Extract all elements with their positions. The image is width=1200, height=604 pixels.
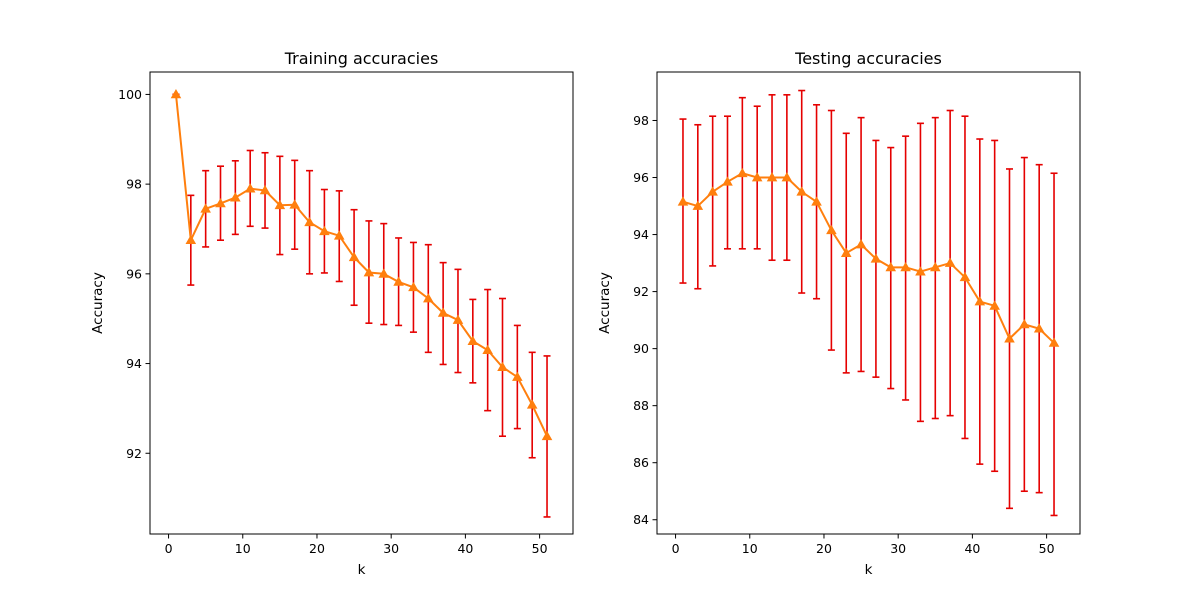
chart-title: Training accuracies (284, 49, 439, 68)
y-tick-label: 98 (633, 113, 649, 128)
data-point (826, 224, 837, 235)
y-tick-label: 98 (126, 177, 142, 192)
data-point (870, 253, 882, 263)
y-tick-label: 92 (633, 284, 649, 299)
y-axis-label: Accuracy (90, 272, 106, 334)
data-point (437, 307, 449, 317)
data-point (512, 371, 523, 381)
data-point (959, 271, 971, 282)
data-point (526, 399, 538, 409)
data-point (497, 361, 508, 371)
data-point (333, 230, 345, 240)
x-tick-label: 0 (165, 541, 173, 556)
y-tick-label: 96 (126, 266, 142, 281)
x-axis-label: k (865, 562, 873, 578)
data-point (467, 335, 479, 345)
data-point (378, 268, 390, 278)
data-point (766, 172, 778, 182)
data-point (989, 300, 1000, 310)
data-point (677, 196, 689, 206)
y-tick-label: 84 (633, 512, 649, 527)
x-tick-label: 50 (532, 541, 548, 556)
x-tick-label: 30 (383, 541, 399, 556)
data-point (796, 186, 808, 196)
y-tick-label: 88 (633, 398, 649, 413)
data-point (781, 172, 793, 182)
data-point (422, 293, 434, 303)
data-point (840, 247, 852, 257)
data-point (274, 199, 286, 210)
data-point (289, 199, 301, 209)
data-point (707, 186, 718, 196)
data-point (200, 203, 211, 213)
data-point (855, 239, 867, 249)
data-point (259, 185, 271, 195)
y-tick-label: 90 (633, 341, 649, 356)
data-point (244, 183, 256, 193)
x-tick-label: 10 (742, 541, 758, 556)
data-point (722, 176, 733, 186)
data-point (915, 266, 926, 276)
data-point (215, 198, 226, 208)
data-point (304, 216, 315, 227)
x-tick-label: 40 (964, 541, 980, 556)
x-axis-label: k (358, 562, 366, 578)
series-1 (170, 89, 553, 518)
data-point (170, 89, 182, 99)
data-point (929, 261, 941, 272)
series-1 (677, 89, 1060, 517)
y-tick-label: 94 (126, 356, 142, 371)
data-point (393, 276, 404, 286)
data-point (1048, 337, 1060, 347)
y-tick-label: 86 (633, 455, 649, 470)
data-point (348, 251, 360, 262)
x-tick-label: 30 (890, 541, 906, 556)
y-tick-label: 94 (633, 227, 649, 242)
y-axis-label: Accuracy (597, 272, 613, 334)
y-tick-label: 92 (126, 446, 142, 461)
data-point (363, 267, 375, 277)
y-tick-label: 100 (118, 87, 142, 102)
data-point (1004, 333, 1015, 343)
data-point (408, 281, 419, 292)
data-point (811, 196, 822, 206)
chart-title: Testing accuracies (794, 49, 942, 68)
data-point (452, 314, 464, 324)
data-point (751, 172, 763, 182)
data-point (944, 257, 956, 267)
y-tick-label: 96 (633, 170, 649, 185)
series-line (682, 172, 1055, 344)
x-tick-label: 20 (816, 541, 832, 556)
chart-panel-1: Training accuracies 0 10 20 30 40 50 92 94 96 98 10… (90, 49, 574, 578)
plot-frame (149, 71, 574, 535)
x-tick-label: 10 (235, 541, 251, 556)
data-point (482, 344, 493, 354)
data-point (1033, 323, 1045, 333)
series-line (174, 94, 548, 437)
data-point (1019, 318, 1030, 329)
plot-frame (656, 71, 1081, 535)
chart-panel-2: Testing accuracies 0 10 20 30 40 50 84 86 88 90 92 9… (597, 49, 1081, 578)
x-tick-label: 50 (1039, 541, 1055, 556)
data-point (885, 261, 897, 272)
x-tick-label: 0 (672, 541, 680, 556)
data-point (974, 296, 986, 306)
data-point (900, 261, 911, 272)
data-point (692, 200, 704, 210)
data-point (737, 167, 748, 178)
x-tick-label: 20 (309, 541, 325, 556)
data-point (541, 430, 553, 441)
x-tick-label: 40 (457, 541, 473, 556)
data-point (185, 234, 197, 245)
data-point (319, 225, 330, 236)
data-point (230, 192, 241, 202)
